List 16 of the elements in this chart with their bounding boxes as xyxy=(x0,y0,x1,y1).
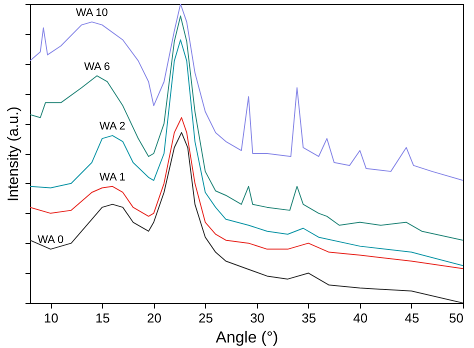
series-label: WA 1 xyxy=(100,171,126,184)
x-tick-label: 25 xyxy=(198,310,213,326)
series-label: WA 6 xyxy=(84,60,110,73)
x-tick-label: 50 xyxy=(449,310,464,326)
x-tick-label: 35 xyxy=(302,310,316,326)
x-tick-label: 30 xyxy=(250,310,265,326)
series-label: WA 10 xyxy=(76,6,108,19)
x-tick-label: 10 xyxy=(44,310,58,326)
series-label: WA 0 xyxy=(38,234,64,246)
x-tick-label: 45 xyxy=(404,310,420,326)
x-axis-title: Angle (°) xyxy=(216,330,278,346)
series-label: WA 2 xyxy=(100,120,126,133)
x-tick-label: 15 xyxy=(95,310,110,326)
x-tick-label: 20 xyxy=(146,310,162,326)
y-axis-title: Intensity (a.u.) xyxy=(5,106,22,202)
x-tick-label: 40 xyxy=(353,310,368,326)
